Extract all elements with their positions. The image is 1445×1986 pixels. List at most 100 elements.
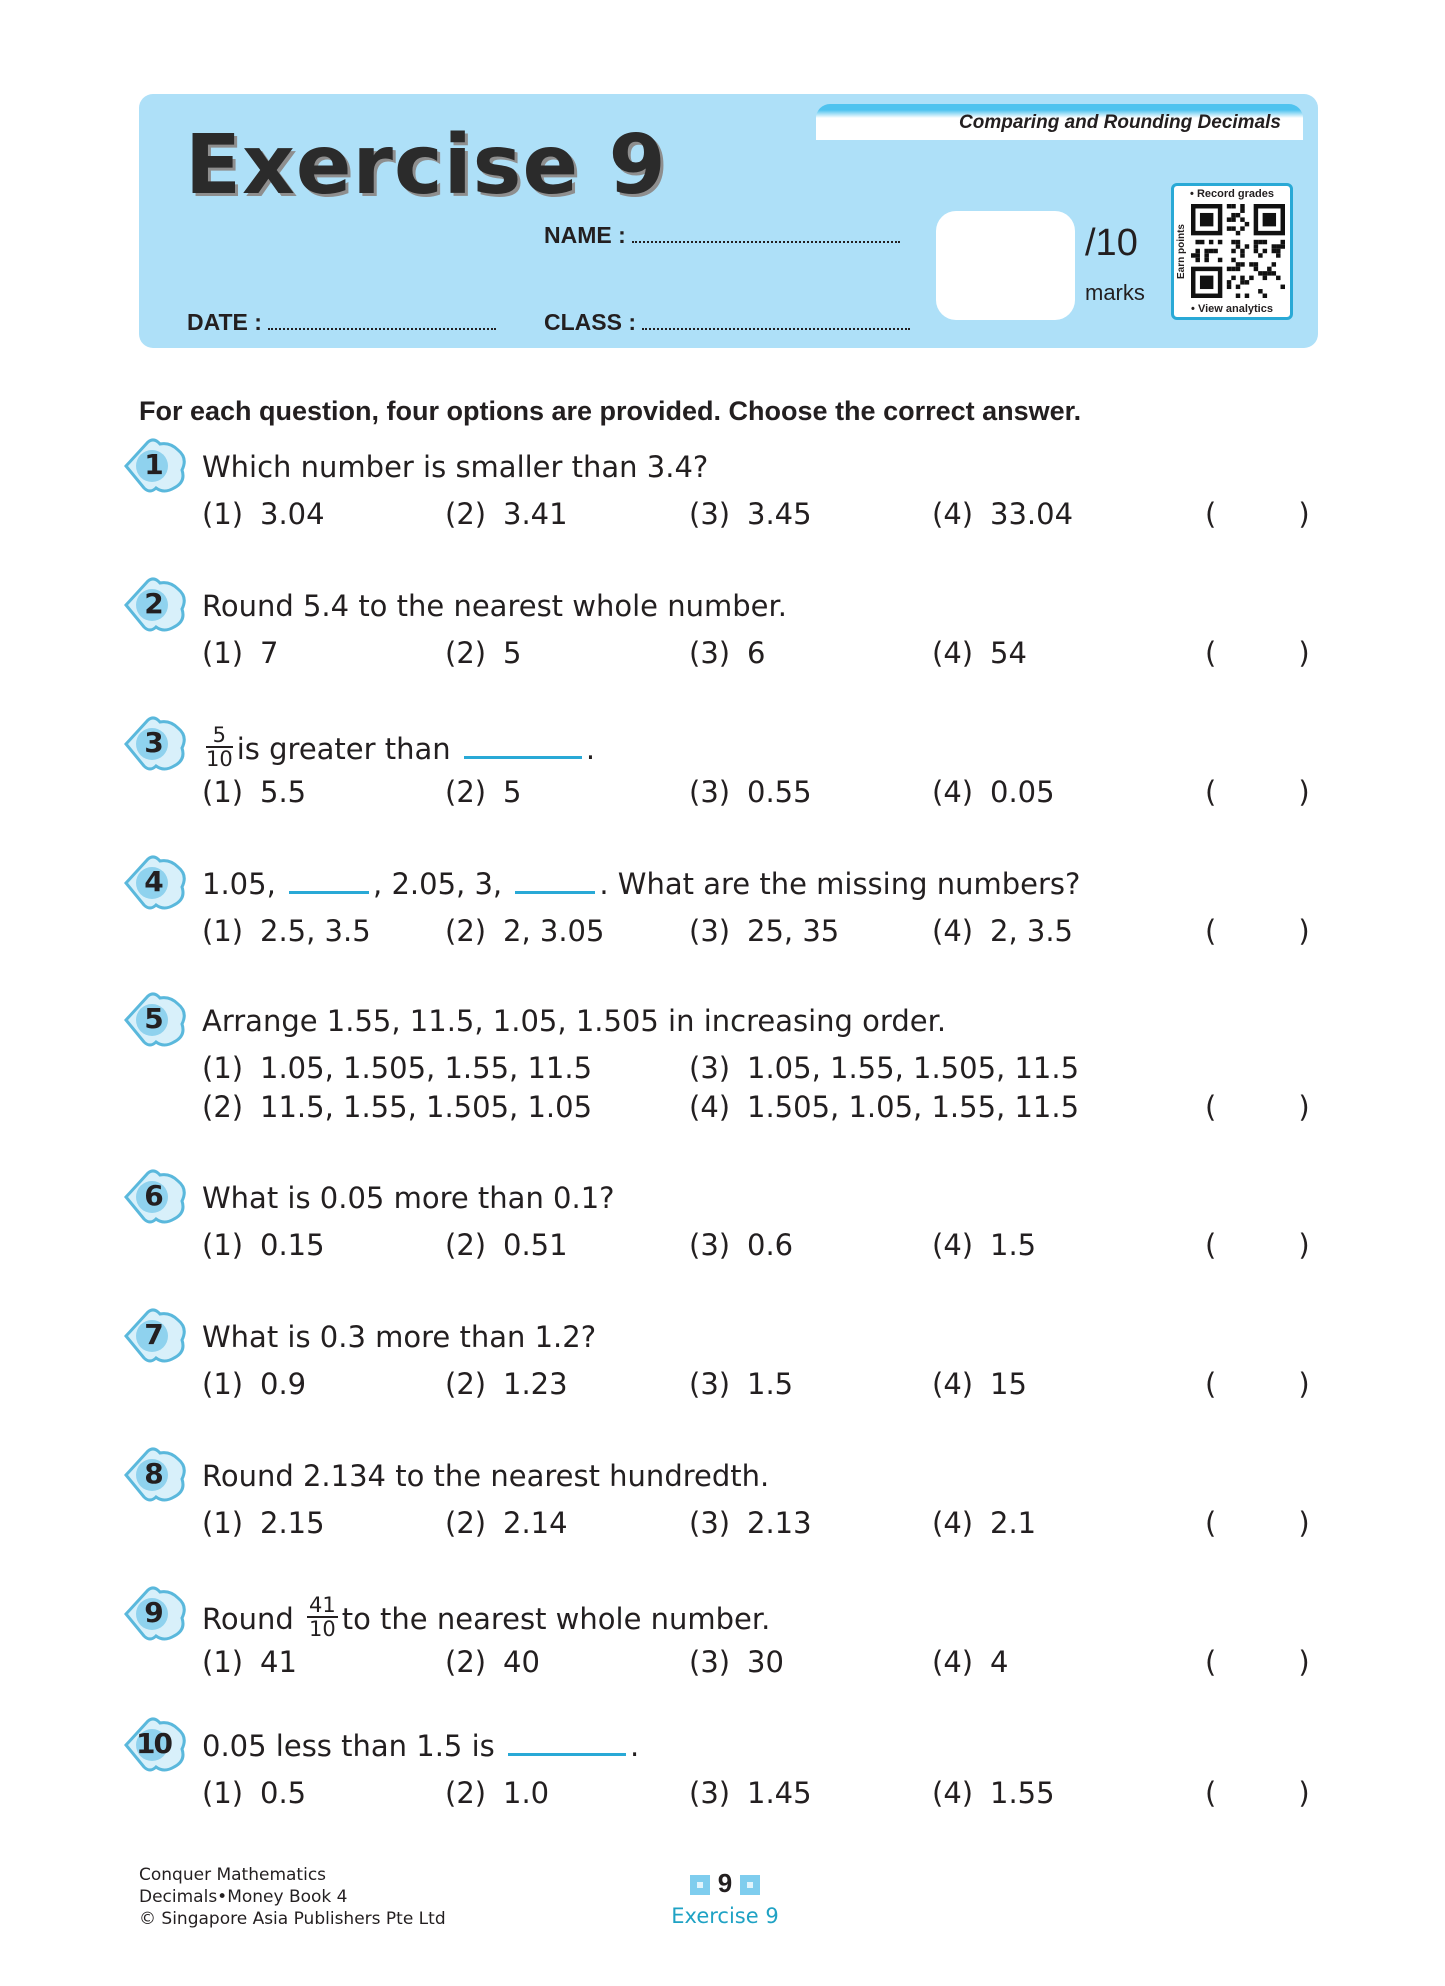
option-3[interactable]: (3) 0.6 xyxy=(689,1228,793,1262)
paren-close: ) xyxy=(1298,1776,1310,1810)
answer-box[interactable]: () xyxy=(1205,1645,1310,1679)
option-2[interactable]: (2) 0.51 xyxy=(445,1228,568,1262)
option-1[interactable]: (1) 3.04 xyxy=(202,497,325,531)
option-3[interactable]: (3) 1.05, 1.55, 1.505, 11.5 xyxy=(689,1051,1079,1085)
score-box[interactable] xyxy=(936,211,1075,320)
option-3[interactable]: (3) 30 xyxy=(689,1645,784,1679)
option-1[interactable]: (1) 0.5 xyxy=(202,1776,306,1810)
denominator: 10 xyxy=(206,747,233,771)
question-text-part: Arrange 1.55, 11.5, 1.05, 1.505 in incre… xyxy=(202,1004,947,1038)
option-value: 2.15 xyxy=(260,1506,325,1540)
date-field[interactable]: DATE : xyxy=(187,309,496,336)
option-3[interactable]: (3) 6 xyxy=(689,636,765,670)
class-label: CLASS : xyxy=(544,309,636,335)
square-icon xyxy=(740,1875,761,1896)
option-value: 0.05 xyxy=(990,775,1055,809)
answer-box[interactable]: () xyxy=(1205,1090,1310,1124)
answer-box[interactable]: () xyxy=(1205,1367,1310,1401)
paren-close: ) xyxy=(1298,775,1310,809)
option-number: (2) xyxy=(445,1228,487,1262)
option-value: 1.05, 1.55, 1.505, 11.5 xyxy=(747,1051,1080,1085)
question-number: 3 xyxy=(144,726,163,759)
answer-box[interactable]: () xyxy=(1205,775,1310,809)
option-2[interactable]: (2) 1.23 xyxy=(445,1367,568,1401)
option-4[interactable]: (4) 1.55 xyxy=(932,1776,1055,1810)
question-text-part: to the nearest whole number. xyxy=(341,1602,771,1636)
option-4[interactable]: (4) 0.05 xyxy=(932,775,1055,809)
option-3[interactable]: (3) 0.55 xyxy=(689,775,812,809)
denominator: 10 xyxy=(308,1617,336,1641)
option-number: (3) xyxy=(689,1228,731,1262)
option-4[interactable]: (4) 15 xyxy=(932,1367,1027,1401)
option-number: (4) xyxy=(932,636,974,670)
question-text-part: Which number is smaller than 3.4? xyxy=(202,450,709,484)
option-3[interactable]: (3) 1.5 xyxy=(689,1367,793,1401)
footer-line-3: © Singapore Asia Publishers Pte Ltd xyxy=(139,1909,446,1929)
question-text-part: Round 2.134 to the nearest hundredth. xyxy=(202,1459,770,1493)
option-2[interactable]: (2) 3.41 xyxy=(445,497,568,531)
exercise-title: Exercise 9 xyxy=(185,118,667,213)
option-number: (2) xyxy=(445,1367,487,1401)
qr-bottom-text: • View analytics xyxy=(1191,303,1273,315)
answer-blank xyxy=(507,1753,626,1756)
option-3[interactable]: (3) 1.45 xyxy=(689,1776,812,1810)
question-badge-icon: 8 xyxy=(122,1445,190,1505)
option-4[interactable]: (4) 2, 3.5 xyxy=(932,914,1073,948)
option-1[interactable]: (1) 2.15 xyxy=(202,1506,325,1540)
question-number: 5 xyxy=(144,1002,163,1035)
option-4[interactable]: (4) 1.5 xyxy=(932,1228,1036,1262)
option-4[interactable]: (4) 33.04 xyxy=(932,497,1073,531)
answer-box[interactable]: () xyxy=(1205,636,1310,670)
option-1[interactable]: (1) 0.9 xyxy=(202,1367,306,1401)
option-4[interactable]: (4) 2.1 xyxy=(932,1506,1036,1540)
fraction: 41 10 xyxy=(306,1593,338,1641)
answer-box[interactable]: () xyxy=(1205,1228,1310,1262)
option-3[interactable]: (3) 3.45 xyxy=(689,497,812,531)
option-3[interactable]: (3) 25, 35 xyxy=(689,914,839,948)
option-1[interactable]: (1) 1.05, 1.505, 1.55, 11.5 xyxy=(202,1051,592,1085)
answer-box[interactable]: () xyxy=(1205,497,1310,531)
question-text: What is 0.05 more than 0.1? xyxy=(202,1181,615,1215)
option-1[interactable]: (1) 7 xyxy=(202,636,278,670)
option-value: 0.15 xyxy=(260,1228,325,1262)
question-text: 0.05 less than 1.5 is . xyxy=(202,1729,639,1763)
question-badge-icon: 6 xyxy=(122,1167,190,1227)
answer-box[interactable]: () xyxy=(1205,1506,1310,1540)
option-number: (1) xyxy=(202,1367,244,1401)
option-2[interactable]: (2) 2, 3.05 xyxy=(445,914,604,948)
option-value: 15 xyxy=(990,1367,1027,1401)
option-4[interactable]: (4) 54 xyxy=(932,636,1027,670)
option-4[interactable]: (4) 4 xyxy=(932,1645,1008,1679)
option-1[interactable]: (1) 41 xyxy=(202,1645,297,1679)
option-1[interactable]: (1) 0.15 xyxy=(202,1228,325,1262)
option-value: 1.0 xyxy=(503,1776,550,1810)
option-1[interactable]: (1) 5.5 xyxy=(202,775,306,809)
question-badge-icon: 1 xyxy=(122,436,190,496)
option-3[interactable]: (3) 2.13 xyxy=(689,1506,812,1540)
question-badge-icon: 2 xyxy=(122,575,190,635)
option-value: 0.6 xyxy=(747,1228,794,1262)
option-1[interactable]: (1) 2.5, 3.5 xyxy=(202,914,371,948)
option-value: 0.9 xyxy=(260,1367,307,1401)
class-field[interactable]: CLASS : xyxy=(544,309,910,336)
question-badge-icon: 10 xyxy=(122,1715,190,1775)
instruction: For each question, four options are prov… xyxy=(139,396,1082,426)
answer-box[interactable]: () xyxy=(1205,914,1310,948)
numerator: 41 xyxy=(306,1593,338,1618)
option-2[interactable]: (2) 40 xyxy=(445,1645,540,1679)
paren-open: ( xyxy=(1205,775,1217,809)
option-2[interactable]: (2) 5 xyxy=(445,775,521,809)
option-4[interactable]: (4) 1.505, 1.05, 1.55, 11.5 xyxy=(689,1090,1079,1124)
name-field[interactable]: NAME : xyxy=(544,222,900,249)
option-2[interactable]: (2) 11.5, 1.55, 1.505, 1.05 xyxy=(202,1090,592,1124)
footer-line-1: Conquer Mathematics xyxy=(139,1865,327,1885)
option-number: (4) xyxy=(932,914,974,948)
option-value: 11.5, 1.55, 1.505, 1.05 xyxy=(260,1090,593,1124)
option-2[interactable]: (2) 1.0 xyxy=(445,1776,549,1810)
page-number-text: 9 xyxy=(717,1868,733,1898)
question-text-part: Round xyxy=(202,1602,303,1636)
option-2[interactable]: (2) 5 xyxy=(445,636,521,670)
option-2[interactable]: (2) 2.14 xyxy=(445,1506,568,1540)
option-number: (3) xyxy=(689,636,731,670)
answer-box[interactable]: () xyxy=(1205,1776,1310,1810)
